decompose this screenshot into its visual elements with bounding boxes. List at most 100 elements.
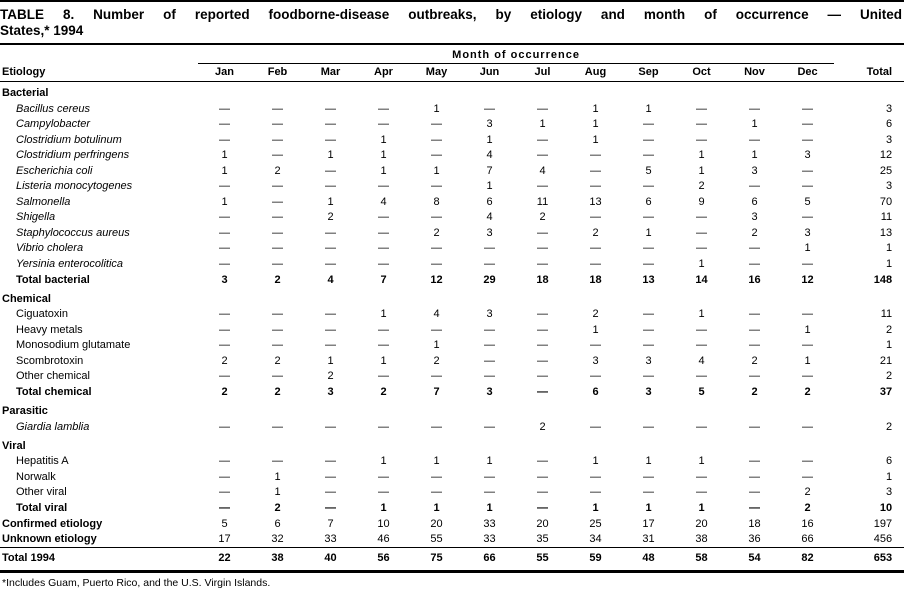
month-value-cell: —	[643, 133, 654, 146]
month-value-cell: —	[749, 470, 760, 483]
month-value-cell: —	[696, 118, 707, 130]
month-value-cell: 1	[645, 455, 652, 467]
etiology-label: Campylobacter	[16, 118, 90, 130]
etiology-label: Vibrio cholera	[16, 242, 84, 254]
month-value-cell: 38	[251, 547, 304, 568]
month-value-cell: 2	[751, 354, 758, 367]
section-header-row: Parasitic	[0, 400, 904, 419]
month-value-cell: —	[325, 470, 336, 483]
month-value-cell: —	[272, 211, 283, 223]
month-value-cell: 1	[698, 149, 705, 161]
etiology-label: Hepatitis A	[16, 455, 69, 467]
month-value-cell: —	[802, 470, 814, 483]
month-value-cell: —	[378, 180, 389, 192]
month-value-cell: —	[378, 323, 389, 336]
row-total-cell: 6	[885, 118, 893, 130]
month-value-cell: 2	[804, 486, 811, 498]
month-value-cell: 7	[327, 517, 334, 530]
month-value-cell: —	[272, 133, 283, 146]
month-value-cell: —	[272, 339, 283, 351]
month-value-cell: 1	[804, 354, 811, 367]
month-value-cell: 25	[589, 517, 602, 530]
month-value-cell: —	[325, 420, 336, 433]
month-value-cell: —	[749, 486, 760, 498]
month-column-header: Apr	[357, 63, 410, 82]
month-value-cell: —	[802, 370, 814, 382]
month-value-cell: 3	[645, 386, 652, 398]
spanner-spacer-right	[834, 45, 904, 64]
section-header-row: Chemical	[0, 288, 904, 307]
month-value-cell: —	[590, 420, 601, 433]
month-value-cell: —	[431, 370, 442, 382]
row-total-cell: 1	[885, 242, 893, 254]
month-value-cell: 5	[698, 386, 705, 398]
table-row: Other chemical — — 2 — — — — — — — — — 2	[0, 369, 904, 385]
month-value-cell: 2	[274, 386, 281, 398]
month-value-cell: 18	[536, 273, 549, 286]
month-value-cell: 8	[433, 195, 440, 208]
month-value-cell: —	[696, 102, 707, 115]
month-value-cell: 1	[433, 102, 440, 115]
month-value-cell: 1	[380, 308, 387, 320]
month-value-cell: —	[696, 211, 707, 223]
month-value-cell: —	[802, 211, 814, 223]
month-value-cell: —	[431, 257, 442, 270]
month-value-cell: —	[802, 455, 814, 467]
month-value-cell: —	[749, 370, 760, 382]
month-value-cell: —	[272, 323, 283, 336]
month-value-cell: 2	[274, 164, 281, 177]
month-value-cell: 3	[751, 211, 758, 223]
month-value-cell: —	[749, 420, 760, 433]
month-value-cell: 1	[592, 102, 599, 115]
month-value-cell: —	[537, 486, 548, 498]
table-row: Other viral — 1 — — — — — — — — — 2 3	[0, 485, 904, 501]
month-value-cell: 48	[622, 547, 675, 568]
month-value-cell: 32	[271, 533, 284, 545]
month-value-cell: —	[272, 370, 283, 382]
month-value-cell: —	[537, 226, 548, 239]
month-value-cell: 1	[645, 502, 652, 514]
month-value-cell: —	[378, 257, 389, 270]
month-value-cell: —	[325, 323, 336, 336]
table-row: Unknown etiology 17 32 33 46 55 33 35 34 31 38 36 66…	[0, 532, 904, 548]
month-column-header: Jul	[516, 63, 569, 82]
month-value-cell: 4	[698, 354, 705, 367]
month-value-cell: —	[537, 308, 548, 320]
table-row: Yersinia enterocolitica — — — — — — — — — 1 — — 1	[0, 256, 904, 272]
month-value-cell: 3	[327, 386, 334, 398]
row-total-cell: 3	[885, 102, 893, 115]
spanner-row: Month of occurrence	[0, 45, 904, 64]
month-value-cell: —	[749, 180, 760, 192]
etiology-label: Shigella	[16, 211, 56, 223]
month-value-cell: —	[590, 180, 601, 192]
table-row: Heavy metals — — — — — — — 1 — — — 1 2	[0, 322, 904, 338]
month-value-cell: —	[219, 226, 230, 239]
month-value-cell: 1	[274, 470, 281, 483]
month-value-cell: 31	[642, 533, 655, 545]
month-value-cell: —	[537, 339, 548, 351]
month-value-cell: 1	[433, 502, 440, 514]
month-value-cell: —	[219, 102, 230, 115]
month-value-cell: 13	[642, 273, 655, 286]
etiology-column-header: Etiology	[0, 63, 198, 82]
month-value-cell: —	[431, 420, 442, 433]
month-value-cell: 18	[748, 517, 761, 530]
etiology-label: Bacterial	[2, 87, 49, 99]
month-value-cell: —	[219, 211, 230, 223]
month-value-cell: —	[484, 486, 495, 498]
month-value-cell: 6	[751, 195, 758, 208]
month-value-cell: 6	[486, 195, 493, 208]
table-row: Clostridium perfringens 1 — 1 1 — 4 — — — 1 1 3 12	[0, 148, 904, 164]
month-value-cell: —	[537, 455, 548, 467]
row-total-cell: 3	[885, 133, 893, 146]
month-value-cell: 2	[274, 502, 281, 514]
month-value-cell: —	[378, 339, 389, 351]
month-value-cell: 2	[751, 226, 758, 239]
month-value-cell: —	[219, 242, 230, 254]
month-value-cell: 1	[221, 195, 228, 208]
etiology-label: Salmonella	[16, 195, 71, 208]
table-row: Total chemical 2 2 3 2 7 3 — 6 3 5 2 2 37	[0, 384, 904, 400]
table-row: Total 1994 22 38 40 56 75 66 55 59 48 58 54 82 653	[0, 547, 904, 568]
month-value-cell: —	[378, 242, 389, 254]
table-row: Confirmed etiology 5 6 7 10 20 33 20 25 17 20 18 16 1…	[0, 516, 904, 532]
